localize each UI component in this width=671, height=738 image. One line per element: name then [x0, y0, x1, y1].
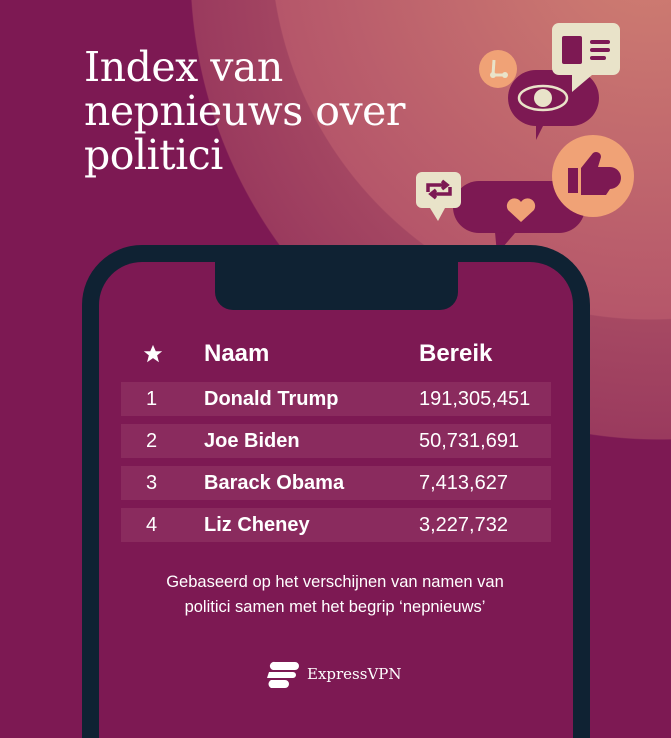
politician-name: Joe Biden — [204, 430, 300, 452]
social-icons-illustration — [416, 23, 634, 254]
table-row: 2 Joe Biden 50,731,691 — [121, 424, 551, 458]
reach-value: 191,305,451 — [419, 388, 531, 410]
footnote: Gebaseerd op het verschijnen van namen v… — [100, 570, 570, 620]
rank: 1 — [146, 388, 158, 410]
footnote-line: Gebaseerd op het verschijnen van namen v… — [166, 573, 504, 591]
rank: 4 — [146, 514, 158, 536]
reach-value: 3,227,732 — [419, 514, 508, 536]
column-header-value: Bereik — [419, 340, 493, 367]
brand-name: ExpressVPN — [307, 665, 402, 683]
footnote-line: politici samen met het begrip ‘nepnieuws… — [184, 598, 486, 616]
reach-value: 7,413,627 — [419, 472, 508, 494]
news-bubble-icon — [552, 23, 620, 92]
politician-name: Barack Obama — [204, 472, 345, 494]
title-line: nepnieuws over — [84, 87, 405, 135]
column-header-name: Naam — [204, 340, 270, 367]
share-icon — [479, 50, 517, 88]
reach-value: 50,731,691 — [419, 430, 520, 452]
page-title: Index van nepnieuws over politici — [84, 45, 405, 177]
rank: 2 — [146, 430, 158, 452]
title-line: politici — [84, 131, 223, 179]
table-row: 1 Donald Trump 191,305,451 — [121, 382, 551, 416]
politician-name: Liz Cheney — [204, 514, 310, 536]
table-row: 3 Barack Obama 7,413,627 — [121, 466, 551, 500]
title-line: Index van — [84, 43, 283, 91]
star-icon — [143, 344, 163, 363]
expressvpn-logo: ExpressVPN — [265, 660, 402, 688]
politician-name: Donald Trump — [204, 388, 339, 410]
expressvpn-logo-icon — [267, 661, 299, 688]
table-row: 4 Liz Cheney 3,227,732 — [121, 508, 551, 542]
rank: 3 — [146, 472, 158, 494]
phone-notch — [215, 255, 458, 310]
repost-bubble-icon — [416, 172, 461, 221]
thumbs-up-icon — [552, 135, 634, 217]
